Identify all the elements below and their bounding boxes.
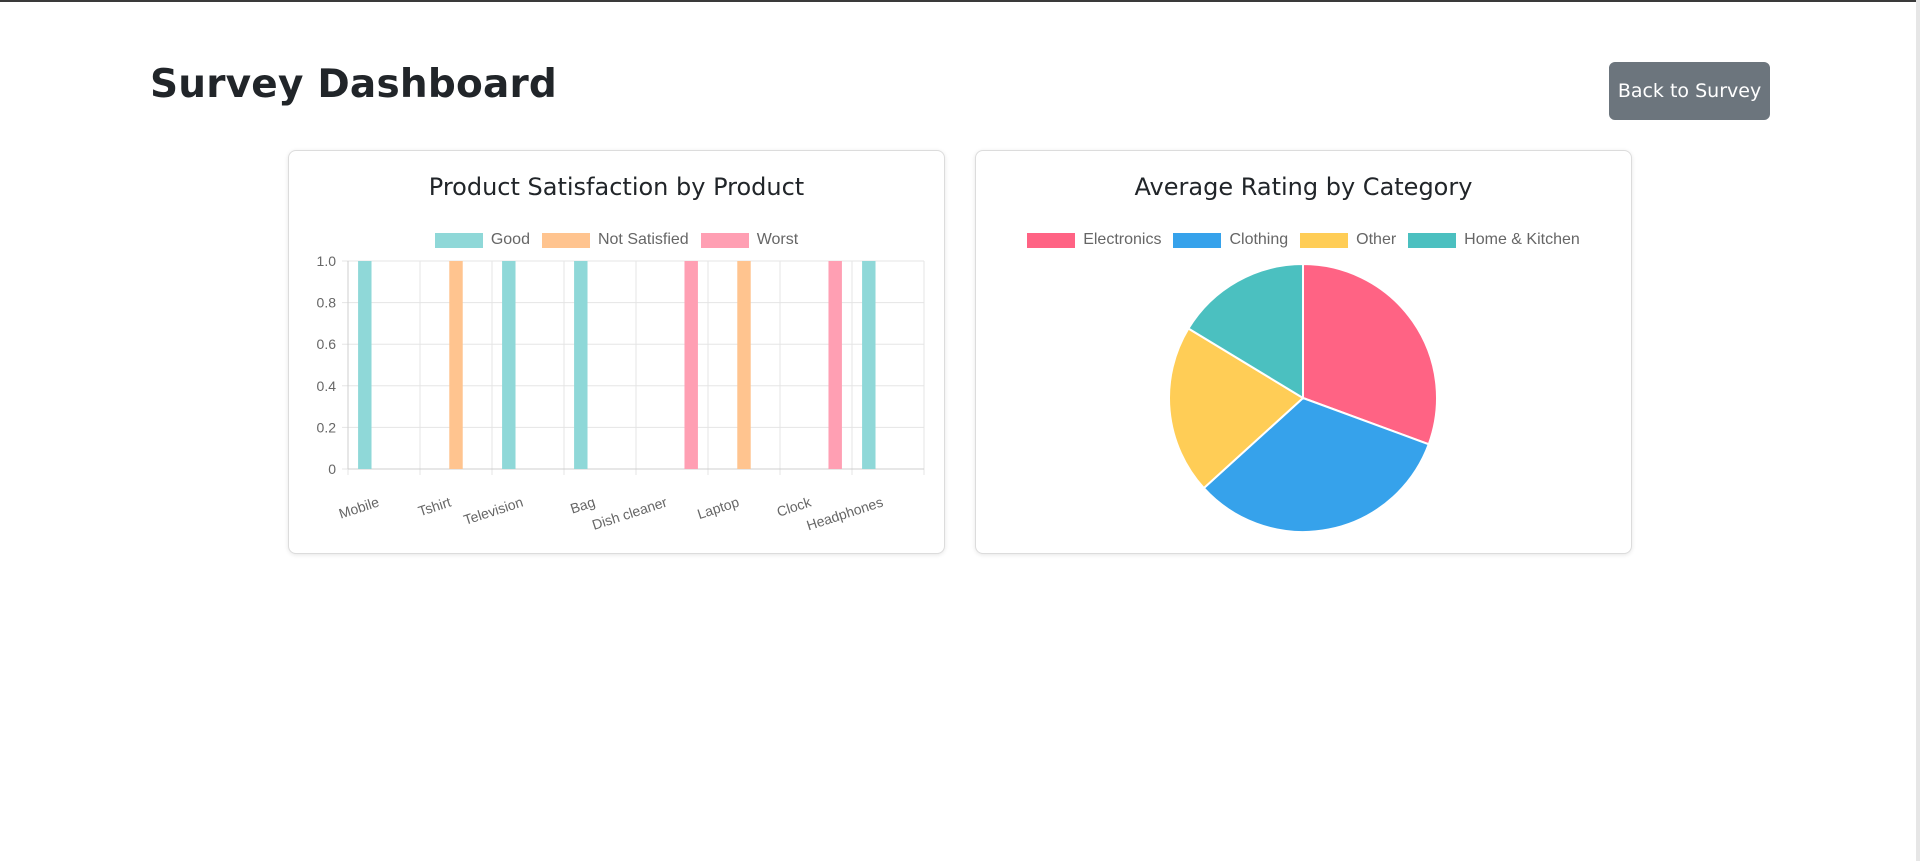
pie-chart-title: Average Rating by Category [1134,173,1473,201]
bar-legend-item-worst[interactable]: Worst [700,231,799,249]
legend-label: Worst [756,231,799,248]
pie-legend-item-electronics[interactable]: Electronics [1027,231,1161,249]
legend-label: Other [1356,231,1397,248]
x-tick-label: Headphones [804,494,884,534]
y-tick-label: 0.6 [317,336,337,352]
x-tick-label: Dish cleaner [590,494,669,533]
pie-slice-electronics[interactable] [1302,262,1438,446]
bar-legend-item-not-satisfied[interactable]: Not Satisfied [541,231,689,249]
bar-dish-cleaner-worst[interactable] [684,261,698,469]
legend-swatch [1408,232,1457,248]
y-tick-label: 1.0 [317,253,337,269]
pie-slice-clothing[interactable] [1202,396,1431,533]
pie-legend-item-home-and-kitchen[interactable]: Home & Kitchen [1408,231,1580,249]
x-tick-label: Bag [568,494,597,517]
bar-mobile-good[interactable] [358,261,372,469]
legend-label: Not Satisfied [597,231,689,248]
pie-chart-legend: Electronics Clothing Other Home & Kitchen [976,231,1631,249]
legend-swatch [1300,232,1349,248]
legend-label: Electronics [1083,231,1162,248]
legend-swatch [1027,232,1076,248]
bar-clock-worst[interactable] [828,261,842,469]
legend-label: Clothing [1229,231,1289,248]
pie-legend-item-clothing[interactable]: Clothing [1173,231,1288,249]
bar-legend-item-good[interactable]: Good [434,231,530,249]
bar-chart-legend: Good Not Satisfied Worst [289,231,944,249]
x-tick-label: Laptop [695,494,741,523]
legend-swatch [1173,232,1222,248]
bar-bag-good[interactable] [574,261,588,469]
bar-laptop-not-satisfied[interactable] [737,261,751,469]
pie-legend-item-other[interactable]: Other [1300,231,1396,249]
pie-chart [1168,262,1438,533]
bar-chart: 0 0.2 0.4 0.6 0.8 1.0 Mobile Tshirt Television Ba… [317,253,925,534]
bar-tshirt-not-satisfied[interactable] [449,261,463,469]
scrollbar-track[interactable] [1916,0,1920,861]
pie-chart-card: Average Rating by Category Electronics Cl… [975,150,1632,554]
back-to-survey-button[interactable]: Back to Survey [1609,62,1770,120]
x-tick-label: Clock [775,493,814,519]
bar-headphones-good[interactable] [862,261,876,469]
legend-swatch [434,232,483,248]
x-tick-label: Mobile [337,494,381,522]
x-tick-label: Television [462,494,525,528]
bar-chart-title: Product Satisfaction by Product [428,173,805,201]
bar-chart-card: Product Satisfaction by Product Good Not … [288,150,945,554]
legend-swatch [541,232,590,248]
legend-label: Good [490,231,530,248]
top-border [0,0,1920,2]
bar-television-good[interactable] [502,261,516,469]
y-tick-label: 0.2 [317,419,337,435]
pie-slice-home-and-kitchen[interactable] [1187,262,1304,400]
legend-label: Home & Kitchen [1464,231,1580,248]
y-tick-label: 0.8 [317,295,337,311]
page-title: Survey Dashboard [150,62,558,107]
x-tick-label: Tshirt [416,494,453,520]
legend-swatch [700,232,749,248]
y-tick-label: 0.4 [317,378,337,394]
y-tick-label: 0 [328,461,336,477]
pie-slice-other[interactable] [1168,327,1305,490]
